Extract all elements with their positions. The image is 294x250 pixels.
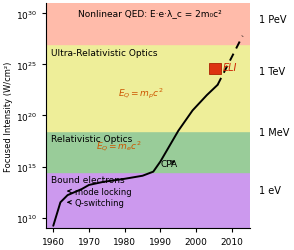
Text: Nonlinear QED: E·e·λ_c = 2m₀c²: Nonlinear QED: E·e·λ_c = 2m₀c² [78, 9, 222, 18]
Bar [46, 172, 250, 228]
Text: CPA: CPA [161, 159, 178, 168]
Text: Bound electrons: Bound electrons [51, 175, 125, 184]
Text: mode locking: mode locking [68, 187, 131, 196]
Text: $E_Q=m_e c^2$: $E_Q=m_e c^2$ [96, 140, 142, 153]
Text: ELI: ELI [223, 63, 237, 73]
Bar [46, 4, 250, 45]
Text: $E_Q=m_p c^2$: $E_Q=m_p c^2$ [118, 86, 163, 101]
Bar [46, 131, 250, 172]
Bar [209, 64, 221, 74]
Text: Q-switching: Q-switching [68, 198, 125, 207]
Text: Ultra-Relativistic Optics: Ultra-Relativistic Optics [51, 49, 158, 58]
Y-axis label: Focused Intensity (W/cm²): Focused Intensity (W/cm²) [4, 61, 13, 171]
Bar [46, 45, 250, 131]
Text: Relativistic Optics: Relativistic Optics [51, 134, 133, 143]
